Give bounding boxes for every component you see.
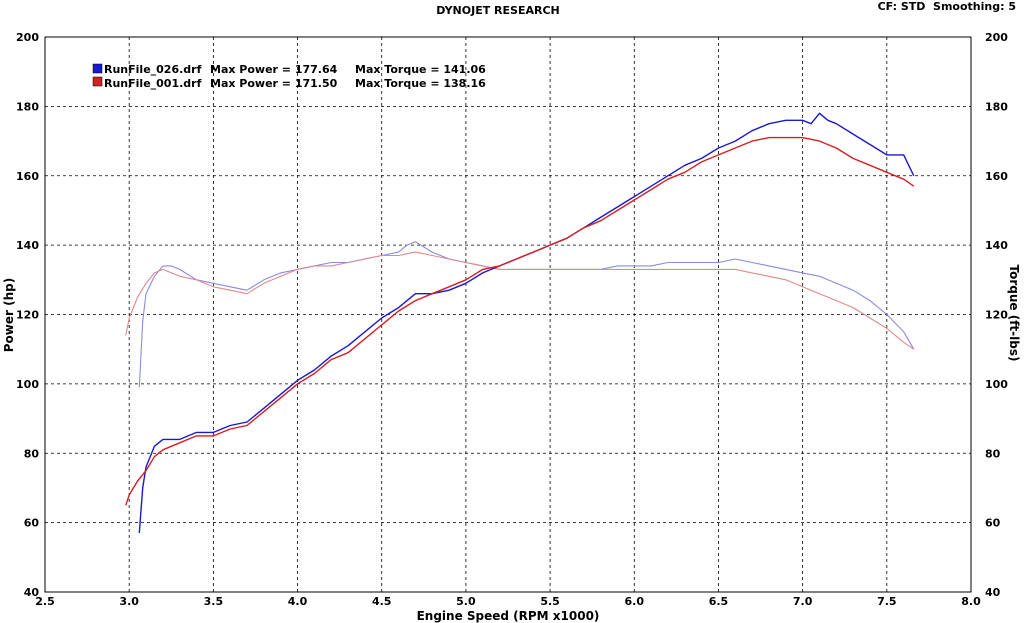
series-layer (125, 112, 915, 534)
tick-labels: 2.5 3.0 3.5 4.0 4.5 5.0 5.5 6.0 6.5 7.0 7.5 8.0 40 60… (16, 31, 1008, 608)
settings-readout: CF: STD Smoothing: 5 (878, 0, 1016, 13)
y-tick-label: 120 (16, 309, 39, 322)
x-tick-label: 6.0 (625, 595, 645, 608)
legend-file-run026: RunFile_026.drf (104, 63, 202, 76)
power-line-runfile-001-drf (125, 136, 915, 506)
y-tick-label: 100 (16, 378, 39, 391)
x-tick-label: 2.5 (35, 595, 55, 608)
y2-tick-label: 180 (985, 100, 1008, 113)
legend-power-run026: Max Power = 177.64 (210, 63, 338, 76)
x-tick-label: 7.0 (793, 595, 813, 608)
torque-line-runfile-001-drf (125, 251, 915, 350)
y2-axis-label: Torque (ft-lbs) (1007, 265, 1021, 362)
legend-file-run001: RunFile_001.drf (104, 77, 202, 90)
plot-frame (44, 36, 972, 593)
y-axis-label: Power (hp) (2, 278, 16, 352)
legend-torque-run001: Max Torque = 138.16 (355, 77, 486, 90)
legend-swatch-run001 (92, 76, 103, 87)
y2-tick-label: 140 (985, 239, 1008, 252)
legend-torque-run026: Max Torque = 141.06 (355, 63, 486, 76)
y-tick-label: 40 (24, 586, 40, 599)
legend: RunFile_026.drf Max Power = 177.64 Max T… (92, 63, 486, 90)
y2-tick-label: 200 (985, 31, 1008, 44)
legend-power-run001: Max Power = 171.50 (210, 77, 338, 90)
y2-tick-label: 120 (985, 309, 1008, 322)
y-tick-label: 60 (24, 517, 40, 530)
x-tick-label: 3.0 (119, 595, 139, 608)
x-tick-label: 7.5 (877, 595, 897, 608)
y-tick-label: 140 (16, 239, 39, 252)
x-tick-label: 5.0 (456, 595, 476, 608)
y2-tick-label: 80 (985, 447, 1001, 460)
x-tick-label: 5.5 (540, 595, 560, 608)
x-tick-label: 6.5 (709, 595, 729, 608)
x-tick-label: 4.5 (372, 595, 392, 608)
y2-tick-label: 60 (985, 517, 1001, 530)
x-tick-label: 3.5 (204, 595, 224, 608)
y-tick-label: 80 (24, 447, 40, 460)
x-tick-label: 4.0 (288, 595, 308, 608)
y-tick-label: 180 (16, 100, 39, 113)
y-tick-label: 200 (16, 31, 39, 44)
y-tick-label: 160 (16, 170, 39, 183)
y2-tick-label: 100 (985, 378, 1008, 391)
chart-title: DYNOJET RESEARCH (436, 4, 559, 17)
y2-tick-label: 160 (985, 170, 1008, 183)
y2-tick-label: 40 (985, 586, 1001, 599)
x-tick-label: 8.0 (961, 595, 981, 608)
legend-swatch-run026 (92, 63, 103, 74)
x-axis-label: Engine Speed (RPM x1000) (417, 609, 600, 623)
